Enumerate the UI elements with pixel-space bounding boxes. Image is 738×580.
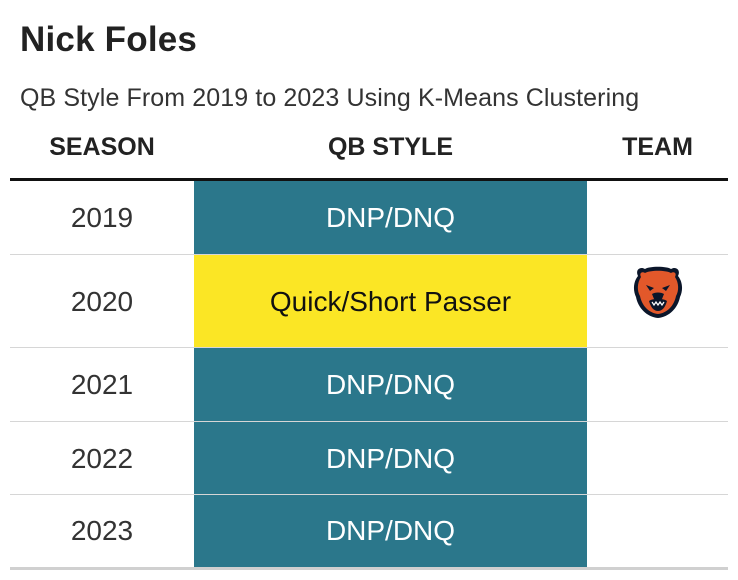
header-qb-style: QB STYLE [327,133,453,161]
table-row: 2022 DNP/DNQ [10,422,728,495]
table-row: 2020 Quick/Short Passer [10,255,728,348]
team-cell [587,495,728,567]
team-cell [587,255,728,348]
team-cell [587,422,728,495]
row-divider [10,421,728,422]
season-cell: 2019 [70,202,134,233]
page-subtitle: QB Style From 2019 to 2023 Using K-Means… [20,84,640,112]
qb-style-cell: DNP/DNQ [194,495,587,567]
team-cell [587,348,728,422]
season-cell: 2021 [70,369,134,400]
qb-style-cell: DNP/DNQ [194,181,587,255]
qb-style-cell: DNP/DNQ [194,422,587,495]
table-bottom-border [10,567,728,570]
qb-style-cell: Quick/Short Passer [194,255,587,348]
team-cell [587,181,728,255]
header-team: TEAM [622,133,693,161]
bears-logo-icon [633,266,682,318]
table-row: 2019 DNP/DNQ [10,181,728,255]
season-cell: 2022 [70,442,134,474]
row-divider [10,494,728,495]
season-cell: 2020 [70,285,134,317]
season-cell: 2023 [70,515,134,546]
page-title: Nick Foles [20,20,198,59]
table-row: 2023 DNP/DNQ [10,495,728,567]
header-divider [10,178,728,181]
table-row: 2021 DNP/DNQ [10,348,728,422]
row-divider [10,347,728,348]
row-divider [10,254,728,255]
header-season: SEASON [49,133,155,161]
qb-style-cell: DNP/DNQ [194,348,587,422]
